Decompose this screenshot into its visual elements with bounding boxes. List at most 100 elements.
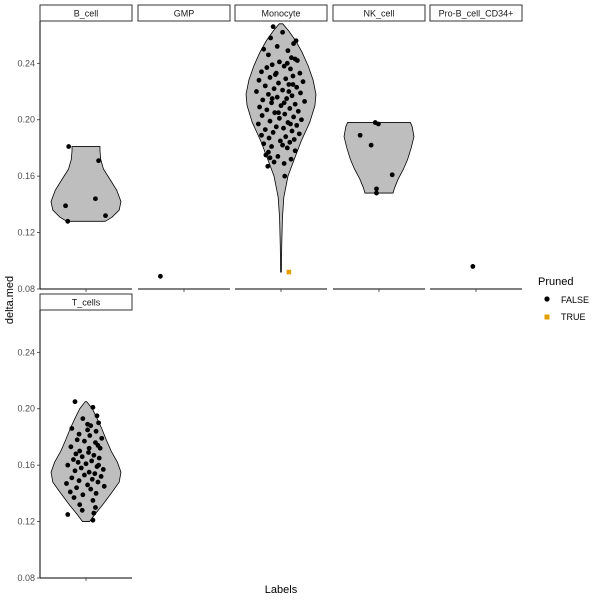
facet-strip-label: T_cells: [72, 298, 101, 308]
facet-panel: B_cell 0.08 0.12 0.16 0.20 0.24: [17, 4, 133, 294]
facet-panel: Pro-B_cell_CD34+: [429, 4, 523, 292]
data-point-pruned-false: [79, 454, 85, 460]
data-point-pruned-false: [302, 99, 307, 104]
y-tick-label: 0.12: [17, 228, 35, 238]
y-tick-label: 0.24: [17, 347, 35, 357]
data-point-pruned-false: [63, 203, 68, 209]
data-point-pruned-false: [269, 96, 275, 101]
violin-shape: [343, 122, 415, 194]
legend-key-true: [544, 314, 550, 320]
data-point-pruned-false: [103, 213, 108, 219]
y-tick-label: 0.24: [17, 58, 35, 68]
y-tick-label: 0.12: [17, 517, 35, 527]
data-point-pruned-false: [71, 457, 76, 462]
data-point-pruned-false: [283, 134, 289, 140]
data-point-pruned-false: [299, 117, 304, 123]
data-point-pruned-false: [85, 482, 90, 488]
data-point-pruned-false: [67, 489, 73, 495]
facet-strip-label: Pro-B_cell_CD34+: [439, 9, 514, 19]
data-point-pruned-false: [86, 469, 92, 475]
data-point-pruned-false: [288, 156, 294, 162]
data-point-pruned-false: [101, 483, 107, 489]
data-point-pruned-false: [287, 139, 293, 145]
y-tick-label: 0.20: [17, 404, 35, 414]
data-point-pruned-false: [68, 444, 74, 450]
data-point-pruned-false: [285, 48, 291, 54]
data-point-pruned-false: [289, 93, 295, 99]
data-point-pruned-false: [90, 517, 96, 523]
data-point-pruned-false: [82, 472, 87, 478]
facet-strip-label: Monocyte: [261, 9, 300, 19]
x-axis-title: Labels: [265, 584, 298, 596]
data-point-pruned-false: [94, 413, 100, 419]
data-point-pruned-false: [271, 159, 277, 165]
data-point-pruned-false: [264, 65, 270, 70]
legend-label-true: TRUE: [561, 312, 586, 322]
data-point-pruned-false: [254, 89, 259, 94]
data-point-pruned-false: [270, 130, 276, 135]
legend: Pruned FALSE TRUE: [538, 276, 589, 322]
data-point-pruned-false: [273, 70, 279, 76]
data-point-pruned-false: [85, 427, 90, 433]
data-point-pruned-false: [255, 121, 261, 127]
data-point-pruned-false: [286, 82, 292, 87]
y-tick-label: 0.08: [17, 573, 35, 583]
data-point-pruned-false: [98, 474, 104, 479]
data-point-pruned-false: [281, 125, 286, 131]
data-point-pruned-false: [69, 426, 75, 431]
data-point-pruned-false: [295, 108, 301, 114]
data-point-pruned-false: [90, 404, 96, 410]
data-point-pruned-false: [270, 24, 276, 30]
y-axis-title: delta.med: [4, 276, 16, 324]
data-point-pruned-false: [73, 451, 79, 457]
data-point-pruned-false: [300, 79, 306, 85]
data-point-pruned-false: [77, 448, 83, 454]
data-point-pruned-false: [294, 84, 300, 90]
data-point-pruned-false: [269, 100, 274, 106]
data-point-pruned-false: [75, 459, 81, 465]
data-point-pruned-false: [89, 476, 95, 482]
data-point-pruned-false: [262, 83, 268, 89]
data-point-pruned-false: [93, 196, 98, 202]
data-point-pruned-false: [269, 144, 274, 149]
data-point-pruned-false: [261, 141, 267, 147]
data-point-pruned-false: [267, 118, 273, 124]
data-point-pruned-false: [95, 479, 101, 485]
data-point-pruned-false: [256, 77, 262, 83]
data-point-pruned-false: [74, 485, 79, 491]
data-point-pruned-false: [389, 172, 395, 178]
data-point-pruned-false: [274, 94, 280, 100]
data-point-pruned-false: [65, 462, 71, 468]
data-point-pruned-false: [281, 161, 287, 166]
data-point-pruned-false: [80, 492, 86, 498]
data-point-pruned-false: [266, 135, 272, 141]
facet-strip: [39, 4, 133, 22]
facet-panel: NK_cell: [332, 4, 426, 292]
data-point-pruned-false: [66, 144, 72, 149]
data-point-pruned-false: [93, 428, 99, 434]
data-point-pruned-false: [292, 101, 298, 107]
data-point-pruned-false: [72, 399, 78, 405]
data-point-pruned-false: [71, 495, 77, 500]
data-point-pruned-false: [277, 138, 283, 144]
data-point-pruned-false: [264, 107, 270, 113]
facet-panel: GMP: [137, 4, 231, 292]
data-point-pruned-false: [74, 437, 80, 443]
data-point-pruned-false: [276, 80, 281, 86]
data-point-pruned-false: [271, 86, 277, 92]
data-point-pruned-false: [88, 423, 94, 429]
data-point-pruned-false: [277, 115, 282, 121]
data-point-pruned-false: [90, 498, 96, 503]
y-tick-label: 0.16: [17, 460, 35, 470]
data-point-pruned-false: [288, 121, 293, 127]
data-point-pruned-false: [82, 438, 87, 444]
facet-strip-label: NK_cell: [363, 9, 394, 19]
data-point-pruned-false: [259, 132, 264, 138]
data-point-pruned-false: [158, 273, 163, 279]
data-point-pruned-false: [374, 186, 379, 192]
panels-group: B_cell 0.08 0.12 0.16 0.20 0.24 GMP Monocyte NK_…: [17, 4, 523, 583]
data-point-pruned-false: [281, 100, 287, 106]
data-point-pruned-false: [375, 121, 381, 127]
data-point-pruned-false: [91, 452, 97, 458]
